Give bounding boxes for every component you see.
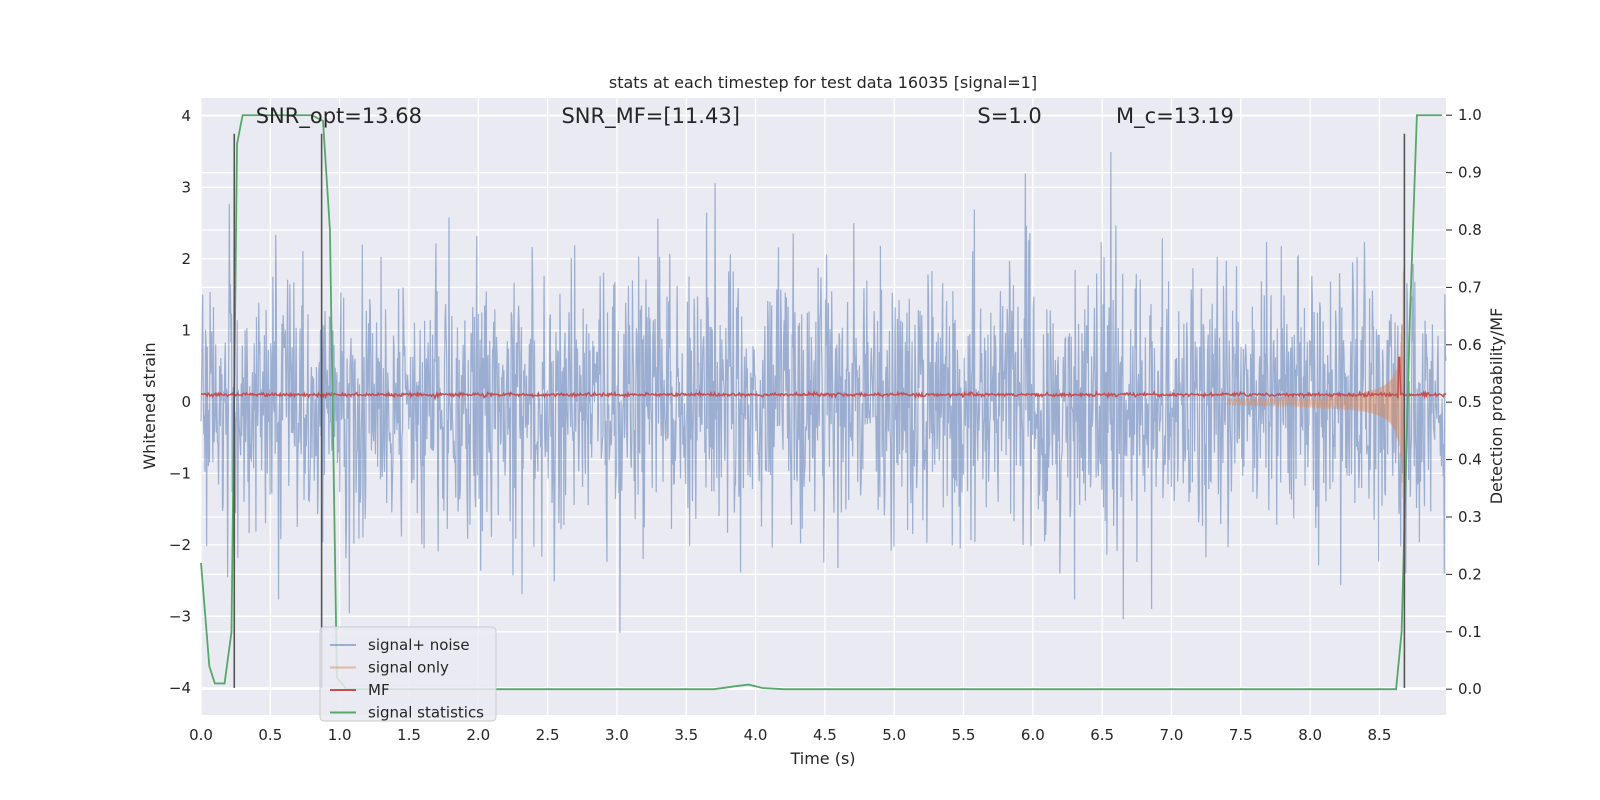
annotation-1: SNR_MF=[11.43] xyxy=(561,104,739,129)
y-tick-label-left: 1 xyxy=(181,321,191,339)
x-tick-label: 8.5 xyxy=(1368,726,1392,744)
legend-label: signal only xyxy=(368,659,449,677)
x-tick-label: 5.5 xyxy=(952,726,976,744)
legend-label: signal+ noise xyxy=(368,636,470,654)
y-tick-label-right: 0.7 xyxy=(1458,278,1482,296)
x-tick-label: 1.5 xyxy=(397,726,421,744)
y-tick-label-right: 0.2 xyxy=(1458,565,1482,583)
x-tick-label: 2.0 xyxy=(466,726,490,744)
y-tick-label-right: 0.5 xyxy=(1458,393,1482,411)
annotation-2: S=1.0 xyxy=(977,104,1041,128)
vertical-lines xyxy=(233,133,1406,688)
x-tick-label: 0.5 xyxy=(258,726,282,744)
x-tick-label: 5.0 xyxy=(882,726,906,744)
x-tick-label: 8.0 xyxy=(1298,726,1322,744)
y-axis-label-right: Detection probability/MF xyxy=(1487,308,1506,505)
legend-label: MF xyxy=(368,681,390,699)
x-tick-label: 1.0 xyxy=(328,726,352,744)
x-tick-label: 2.5 xyxy=(536,726,560,744)
annotation-0: SNR_opt=13.68 xyxy=(256,104,422,129)
y-tick-label-left: 4 xyxy=(181,107,191,125)
y-tick-label-right: 0.6 xyxy=(1458,336,1482,354)
x-tick-label: 7.5 xyxy=(1229,726,1253,744)
y-tick-label-left: 0 xyxy=(181,393,191,411)
chart-title: stats at each timestep for test data 160… xyxy=(609,73,1037,92)
series-signal-only xyxy=(1226,266,1405,564)
y-tick-label-right: 1.0 xyxy=(1458,106,1482,124)
series-mf xyxy=(200,356,1447,401)
y-tick-label-left: −1 xyxy=(169,464,191,482)
y-tick-label-left: −4 xyxy=(169,679,191,697)
y-tick-label-left: 3 xyxy=(181,178,191,196)
y-axis-label-left: Whitened strain xyxy=(140,342,159,469)
x-tick-label: 6.5 xyxy=(1090,726,1114,744)
annotations: SNR_opt=13.68 SNR_MF=[11.43] S=1.0 M_c=13.1… xyxy=(256,104,1234,129)
x-tick-label: 6.0 xyxy=(1021,726,1045,744)
y-tick-label-left: 2 xyxy=(181,250,191,268)
y-tick-label-right: 0.1 xyxy=(1458,623,1482,641)
y-tick-label-left: −2 xyxy=(169,536,191,554)
x-tick-label: 3.0 xyxy=(605,726,629,744)
data-marks xyxy=(200,114,1447,691)
y-tick-label-right: 0.4 xyxy=(1458,451,1482,469)
y-tick-label-left: −3 xyxy=(169,607,191,625)
x-tick-label: 3.5 xyxy=(674,726,698,744)
legend: signal+ noise signal only MF signal statist… xyxy=(319,626,497,722)
legend-box xyxy=(319,626,497,722)
y-tick-label-right: 0.3 xyxy=(1458,508,1482,526)
x-tick-label: 4.0 xyxy=(744,726,768,744)
series-signal-noise xyxy=(200,151,1447,633)
y-tick-label-right: 0.8 xyxy=(1458,221,1482,239)
series-signal-statistics xyxy=(200,114,1442,691)
x-tick-label: 4.5 xyxy=(813,726,837,744)
legend-label: signal statistics xyxy=(368,704,484,722)
y-tick-label-right: 0.9 xyxy=(1458,164,1482,182)
x-tick-label: 0.0 xyxy=(189,726,213,744)
x-axis-label: Time (s) xyxy=(789,749,855,768)
x-tick-label: 7.0 xyxy=(1160,726,1184,744)
y-tick-label-right: 0.0 xyxy=(1458,680,1482,698)
ticks: 0.0 0.5 1.0 1.5 2.0 2.5 3.0 3.5 4.0 4.5 5.0 5.5 6.0 6… xyxy=(169,106,1482,744)
annotation-3: M_c=13.19 xyxy=(1116,104,1234,129)
